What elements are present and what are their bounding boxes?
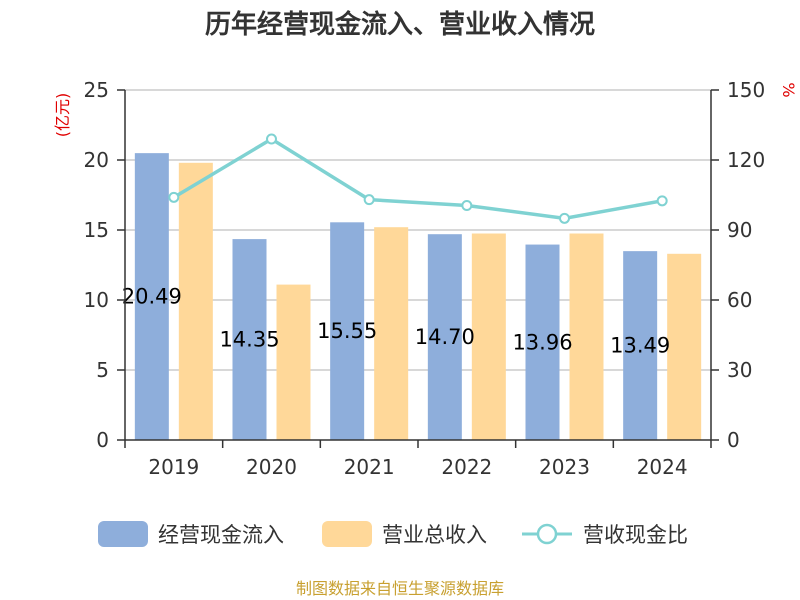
bars [134,153,702,441]
right-tick-label-0: 0 [727,428,740,452]
bar-value-labels: 20.49 14.35 15.55 14.70 13.96 13.49 [122,285,670,358]
bar-revenue-2020 [276,284,311,440]
bar-value-label-2024: 13.49 [610,334,670,358]
x-tick-label-2021: 2021 [344,455,395,479]
ratio-point-2021 [363,194,375,206]
legend-label-cash-inflow: 经营现金流入 [158,523,284,547]
bar-cash-inflow-2019 [134,153,169,440]
bar-cash-inflow-2021 [330,222,365,440]
legend-swatch-cash-inflow [98,521,148,547]
ratio-point-2023 [559,212,570,224]
chart-title: 历年经营现金流入、营业收入情况 [205,9,595,40]
x-tick-label-2023: 2023 [539,455,590,479]
axes: 0 5 10 15 20 25 0 30 60 90 120 150 2019 2020 2021 2022 2… [84,78,766,479]
left-tick-label-5: 5 [96,358,109,382]
bar-value-label-2020: 14.35 [219,328,279,352]
bar-cash-inflow-2024 [623,251,658,440]
right-tick-label-60: 60 [727,288,752,312]
right-tick-label-90: 90 [727,218,752,242]
x-tick-label-2019: 2019 [148,455,199,479]
ratio-point-2020 [266,133,277,145]
source-note: 制图数据来自恒生聚源数据库 [296,579,504,598]
ratio-point-2019 [168,191,180,203]
right-tick-label-150: 150 [727,78,765,102]
left-tick-label-20: 20 [84,148,109,172]
bar-cash-inflow-2020 [232,239,267,440]
x-tick-label-2022: 2022 [441,455,492,479]
bar-value-label-2021: 15.55 [317,319,377,343]
legend: 经营现金流入 营业总收入 营收现金比 [98,521,688,547]
right-tick-label-120: 120 [727,148,765,172]
bar-revenue-2024 [667,253,702,440]
bar-value-label-2023: 13.96 [512,330,572,354]
bar-revenue-2021 [374,227,409,440]
legend-label-ratio: 营收现金比 [583,523,688,547]
right-axis-unit: % [779,82,798,97]
legend-marker-ratio [536,523,558,545]
left-tick-label-0: 0 [96,428,109,452]
x-tick-label-2020: 2020 [246,455,297,479]
bar-revenue-2023 [569,233,604,440]
left-tick-label-10: 10 [84,288,109,312]
right-tick-label-30: 30 [727,358,752,382]
left-axis-unit: (亿元) [53,93,72,138]
ratio-series-line [172,136,663,221]
bar-value-label-2022: 14.70 [415,325,475,349]
bar-revenue-2019 [178,162,213,441]
left-tick-label-25: 25 [84,78,109,102]
bar-value-label-2019: 20.49 [122,285,182,309]
bar-cash-inflow-2022 [427,234,462,440]
legend-label-revenue: 营业总收入 [382,523,487,547]
ratio-point-2024 [656,195,668,207]
left-tick-label-15: 15 [84,218,109,242]
legend-swatch-revenue [322,521,372,547]
bar-revenue-2022 [471,233,506,440]
ratio-line [168,133,668,224]
ratio-point-2022 [461,200,473,211]
bar-cash-inflow-2023 [525,244,560,440]
gridlines [125,89,711,371]
x-tick-label-2024: 2024 [637,455,688,479]
